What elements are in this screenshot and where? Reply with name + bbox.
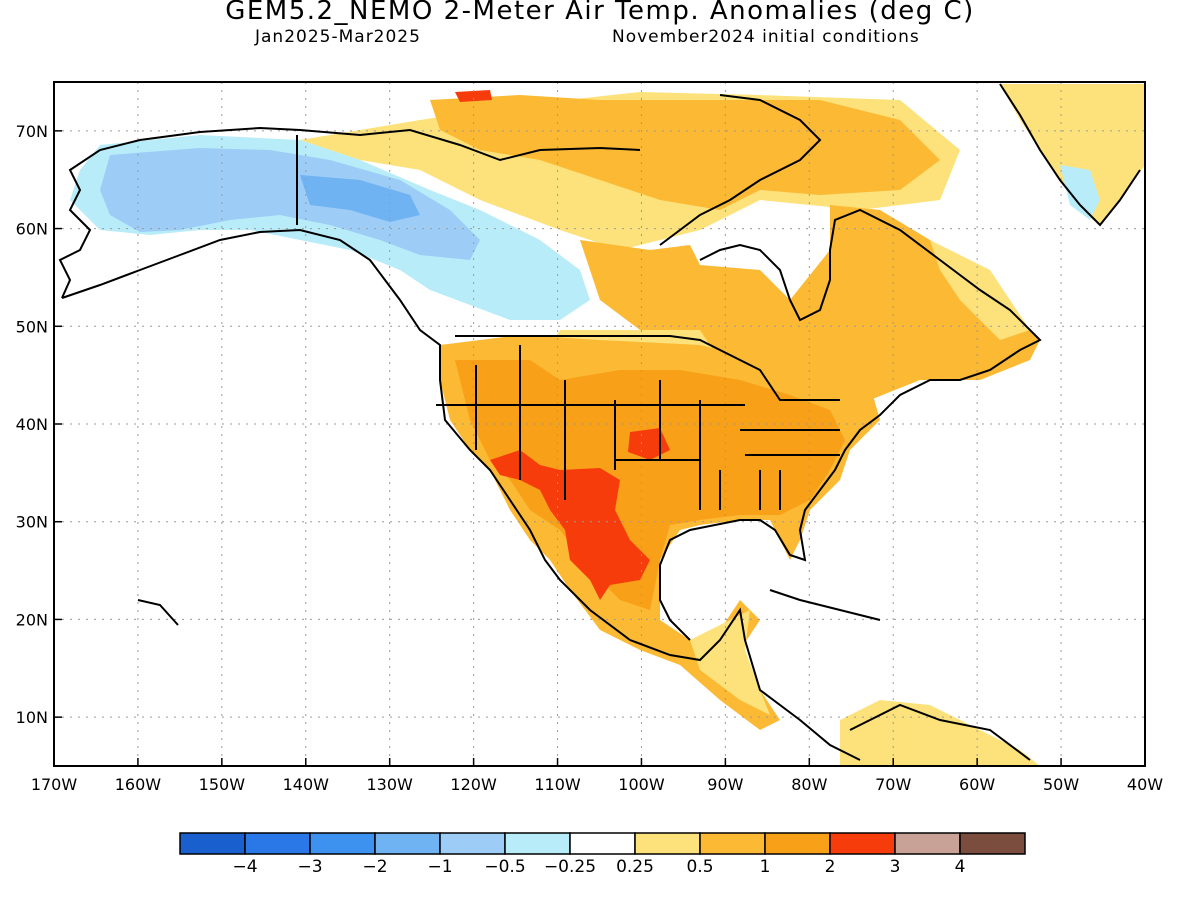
lat-tick-label: 70N: [16, 122, 48, 141]
colorbar-swatch: [829, 832, 896, 855]
lon-tick-label: 50W: [1043, 775, 1079, 794]
lon-tick-label: 100W: [618, 775, 665, 794]
lon-tick-label: 170W: [31, 775, 78, 794]
lat-tick-label: 60N: [16, 220, 48, 239]
colorbar: −4 −3 −2 −1 −0.5 −0.25 0.25 0.5 1 2 3 4: [179, 832, 1026, 877]
colorbar-swatch: [569, 832, 636, 855]
colorbar-label: 4: [955, 857, 966, 877]
coastlines: [58, 83, 1141, 761]
anomaly-region-eastern-canada: [580, 205, 1040, 400]
colorbar-label: −1: [427, 857, 452, 877]
colorbar-swatch: [959, 832, 1026, 855]
anomaly-region-central-us: [455, 360, 845, 610]
colorbar-label: 2: [825, 857, 836, 877]
latitude-axis: 70N 60N 50N 40N 30N 20N 10N: [16, 122, 62, 727]
longitude-axis: 170W 160W 150W 140W 130W 120W 110W 100W 90W 80W 70…: [31, 758, 1163, 794]
anomaly-region-alaska: [100, 148, 480, 260]
colorbar-label: −2: [362, 857, 387, 877]
lon-tick-label: 90W: [707, 775, 743, 794]
colorbar-swatch: [634, 832, 701, 855]
colorbar-swatch: [504, 832, 571, 855]
lon-tick-label: 150W: [199, 775, 246, 794]
anomaly-region-north-red: [455, 90, 492, 102]
colorbar-label: 0.25: [616, 857, 654, 877]
anomaly-region-central-america: [690, 610, 770, 715]
colorbar-label: −0.5: [484, 857, 525, 877]
colorbar-swatch: [374, 832, 441, 855]
colorbar-label: 0.5: [686, 857, 713, 877]
lon-tick-label: 60W: [959, 775, 995, 794]
lon-tick-label: 70W: [875, 775, 911, 794]
lon-tick-label: 130W: [367, 775, 414, 794]
colorbar-label: −0.25: [544, 857, 596, 877]
colorbar-swatch: [309, 832, 376, 855]
colorbar-label: −4: [232, 857, 257, 877]
lat-tick-label: 40N: [16, 415, 48, 434]
lat-tick-label: 30N: [16, 513, 48, 532]
colorbar-label: 1: [760, 857, 771, 877]
map-area: [54, 82, 1145, 766]
lat-tick-label: 50N: [16, 317, 48, 336]
lon-tick-label: 40W: [1127, 775, 1163, 794]
lat-tick-label: 20N: [16, 610, 48, 629]
colorbar-swatch: [894, 832, 961, 855]
anomaly-region-greenland-cold: [1060, 165, 1100, 220]
anomaly-region-south-america: [840, 700, 1040, 766]
colorbar-swatch: [244, 832, 311, 855]
colorbar-swatch: [764, 832, 831, 855]
colorbar-swatch: [439, 832, 506, 855]
lon-tick-label: 140W: [283, 775, 330, 794]
forecast-period: Jan2025-Mar2025: [255, 27, 421, 47]
colorbar-label: 3: [890, 857, 901, 877]
lon-tick-label: 120W: [450, 775, 497, 794]
gridlines: [54, 82, 1145, 766]
colorbar-swatch: [179, 832, 246, 855]
lon-tick-label: 80W: [791, 775, 827, 794]
lat-tick-label: 10N: [16, 708, 48, 727]
lon-tick-label: 160W: [115, 775, 162, 794]
map-title: GEM5.2_NEMO 2-Meter Air Temp. Anomalies …: [225, 0, 975, 26]
anomaly-region-greenland: [1000, 84, 1145, 225]
anomaly-shading: [70, 84, 1145, 766]
lon-tick-label: 110W: [534, 775, 581, 794]
colorbar-swatch: [699, 832, 766, 855]
colorbar-label: −3: [297, 857, 322, 877]
anomaly-region-southwest-red: [490, 450, 650, 600]
initial-conditions: November2024 initial conditions: [612, 27, 920, 47]
